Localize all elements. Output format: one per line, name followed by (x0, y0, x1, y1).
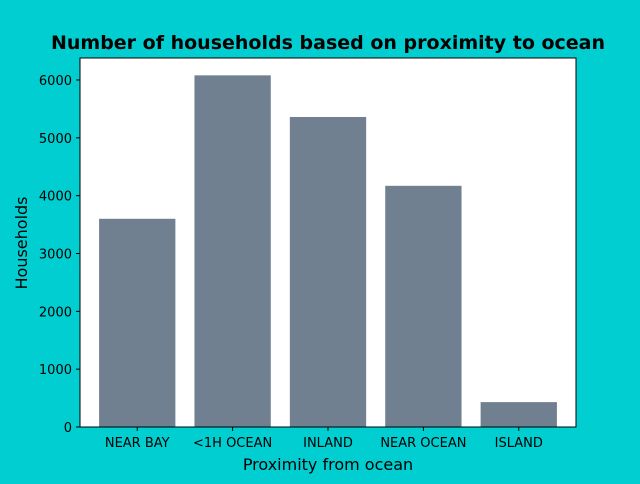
y-axis-label: Households (12, 196, 31, 289)
x-tick-label: ISLAND (495, 436, 543, 451)
y-tick-label: 3000 (39, 247, 72, 262)
plot-frame (79, 57, 577, 428)
y-axis: 0 1000 2000 3000 4000 5000 6000 (39, 74, 80, 436)
y-tick-label: 4000 (39, 190, 72, 205)
x-tick-label: NEAR BAY (105, 436, 170, 451)
bar-0 (99, 218, 176, 427)
bar-3 (385, 185, 462, 427)
y-tick-label: 6000 (39, 74, 72, 89)
bar-4 (480, 402, 557, 427)
x-tick-label: NEAR OCEAN (380, 436, 466, 451)
x-tick-label: INLAND (303, 436, 353, 451)
y-tick-label: 0 (64, 421, 72, 436)
y-tick-label: 5000 (39, 132, 72, 147)
x-axis-label: Proximity from ocean (243, 455, 413, 474)
x-axis: NEAR BAY <1H OCEAN INLAND NEAR OCEAN ISLAND (105, 427, 543, 451)
bars-group (99, 75, 557, 428)
bar-2 (289, 116, 367, 428)
chart-title: Number of households based on proximity … (51, 32, 605, 54)
bar-1 (194, 75, 271, 427)
x-tick-label: <1H OCEAN (193, 436, 272, 451)
y-tick-label: 2000 (39, 305, 72, 320)
y-tick-label: 1000 (39, 363, 72, 378)
